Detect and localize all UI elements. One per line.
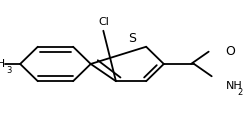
Text: 3: 3 bbox=[6, 66, 12, 75]
Text: Cl: Cl bbox=[98, 17, 109, 27]
Text: S: S bbox=[128, 32, 136, 45]
Text: 2: 2 bbox=[238, 88, 243, 97]
Text: O: O bbox=[226, 45, 235, 58]
Text: CH: CH bbox=[0, 59, 5, 69]
Text: NH: NH bbox=[226, 81, 242, 91]
